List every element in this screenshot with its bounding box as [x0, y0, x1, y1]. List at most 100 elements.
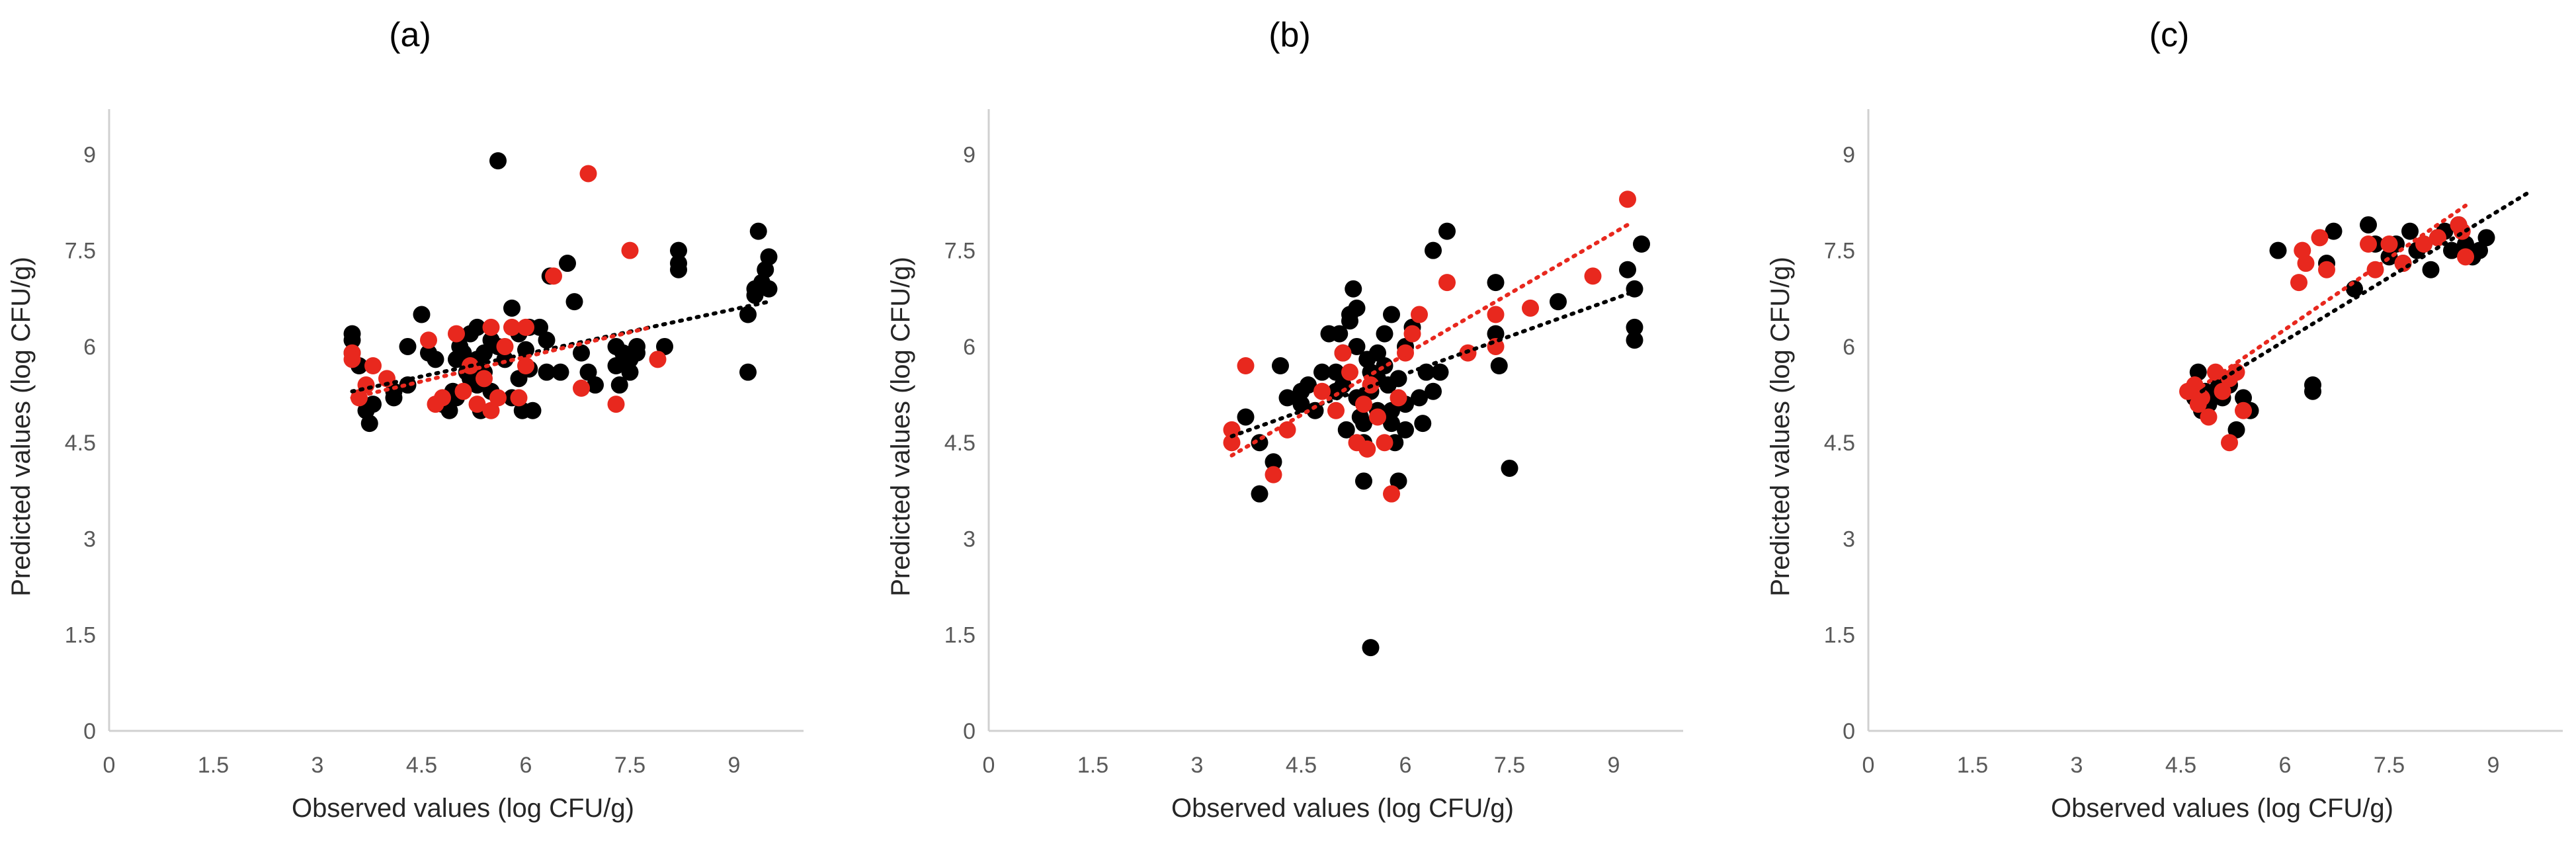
data-point-black: [1237, 408, 1255, 426]
data-point-red: [2186, 376, 2204, 394]
data-point-red: [510, 389, 528, 407]
data-point-black: [760, 248, 778, 266]
x-tick-label: 9: [728, 753, 741, 778]
panel-title: (c): [2149, 16, 2190, 54]
x-tick-label: 1.5: [198, 753, 229, 778]
data-point-red: [2221, 434, 2238, 452]
trendline-red: [1229, 222, 1630, 458]
data-point-black: [2401, 222, 2419, 240]
data-point-red: [1376, 434, 1393, 452]
data-point-black: [2443, 241, 2460, 259]
data-point-black: [1300, 376, 1317, 394]
y-axis-label: Predicted values (log CFU/g): [1766, 257, 1795, 597]
data-point-black: [2325, 222, 2343, 240]
data-point-red: [649, 351, 667, 368]
data-point-black: [760, 280, 778, 298]
data-point-red: [468, 396, 486, 413]
data-point-black: [1331, 325, 1349, 343]
data-point-black: [2422, 261, 2440, 278]
data-point-red: [1403, 325, 1421, 343]
y-tick-label: 0: [963, 719, 976, 744]
data-point-black: [1550, 293, 1567, 311]
data-point-black: [503, 299, 520, 317]
data-point-red: [579, 165, 597, 183]
data-point-red: [420, 331, 437, 349]
data-point-black: [413, 306, 431, 323]
data-point-black: [573, 344, 590, 362]
data-point-black: [476, 344, 493, 362]
data-point-red: [378, 370, 395, 388]
panel-title: (b): [1268, 16, 1311, 54]
data-point-black: [468, 318, 486, 336]
data-point-red: [545, 267, 562, 285]
data-point-red: [482, 401, 500, 419]
data-point-black: [621, 363, 639, 381]
trendline-black: [350, 300, 771, 394]
data-point-black: [1355, 472, 1372, 490]
panel-a: (a) 0 1.5 3 4.5 6 7.5 9 0 1.5 3 4.5 6 7.5 9 Observed va…: [7, 16, 804, 823]
x-tick-label: 1.5: [1077, 753, 1108, 778]
data-point-red: [364, 357, 382, 374]
data-point-black: [1490, 357, 1508, 374]
y-tick-label: 6: [963, 335, 976, 360]
y-tick-label: 0: [1843, 719, 1855, 744]
data-point-red: [1341, 363, 1358, 381]
trendline-red: [2192, 203, 2468, 394]
data-point-black: [1272, 357, 1289, 374]
data-point-black: [2304, 376, 2321, 394]
data-point-red: [2311, 229, 2329, 247]
data-point-red: [1237, 357, 1255, 374]
data-point-red: [1411, 306, 1428, 323]
data-point-black: [579, 363, 597, 381]
data-point-black: [1390, 472, 1407, 490]
y-tick-label: 3: [1843, 526, 1855, 552]
panel-b: (b) 0 1.5 3 4.5 6 7.5 9 0 1.5 3 4.5 6 7.5 9 Observed va…: [886, 16, 1683, 823]
data-point-red: [2207, 363, 2224, 381]
data-point-red: [1358, 440, 1376, 458]
data-point-black: [1278, 389, 1296, 407]
x-axis-label: Observed values (log CFU/g): [2051, 794, 2393, 823]
data-point-red: [1619, 190, 1636, 208]
data-point-red: [2193, 389, 2210, 407]
data-point-black: [489, 152, 507, 170]
data-point-black: [1626, 331, 1643, 349]
data-point-red: [2235, 401, 2252, 419]
data-point-black: [1348, 299, 1366, 317]
x-tick-label: 0: [1862, 753, 1875, 778]
data-point-black: [531, 318, 548, 336]
data-point-red: [482, 318, 500, 336]
data-point-black: [1417, 363, 1435, 381]
data-point-red: [2297, 255, 2315, 273]
data-point-red: [1334, 344, 1352, 362]
data-point-black: [2235, 389, 2252, 407]
data-point-red: [1355, 396, 1372, 413]
data-point-red: [1584, 267, 1602, 285]
y-tick-label: 9: [1843, 142, 1855, 167]
data-point-black: [1327, 363, 1345, 381]
data-point-black: [2269, 241, 2287, 259]
data-point-red: [517, 357, 534, 374]
data-point-red: [2457, 248, 2474, 266]
y-tick-label: 9: [83, 142, 96, 167]
data-point-black: [1626, 318, 1643, 336]
data-point-black: [607, 357, 625, 374]
data-point-red: [476, 370, 493, 388]
data-point-red: [503, 318, 520, 336]
data-point-red: [607, 396, 625, 413]
panel-c: (c) 0 1.5 3 4.5 6 7.5 9 0 1.5 3 4.5 6 7.5 9 Observed va…: [1766, 16, 2563, 823]
x-axis-label: Observed values (log CFU/g): [292, 794, 634, 823]
data-point-black: [1306, 401, 1324, 419]
data-point-black: [1334, 376, 1352, 394]
data-point-black: [1414, 415, 1432, 433]
y-tick-label: 4.5: [1824, 431, 1855, 456]
data-point-black: [1411, 389, 1428, 407]
data-point-black: [1345, 280, 1362, 298]
data-point-black: [399, 337, 417, 355]
x-tick-label: 4.5: [1286, 753, 1317, 778]
data-point-black: [1369, 344, 1386, 362]
y-tick-label: 4.5: [944, 431, 976, 456]
data-point-black: [1501, 459, 1518, 477]
data-point-black: [1341, 312, 1358, 330]
y-tick-label: 6: [83, 335, 96, 360]
x-tick-label: 9: [1608, 753, 1620, 778]
